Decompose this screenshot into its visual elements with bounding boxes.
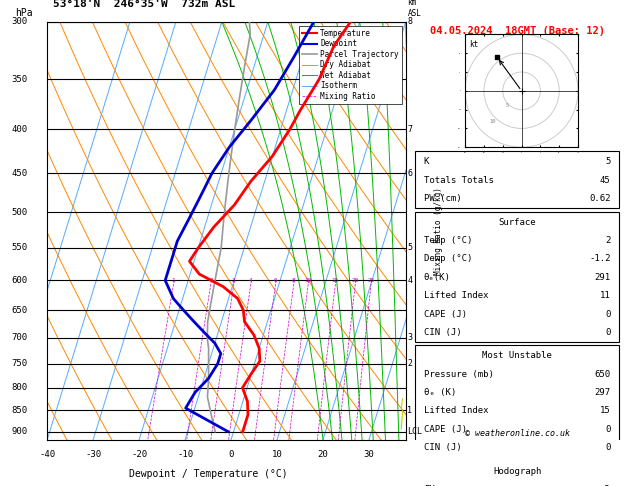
Text: 0: 0 [605,328,611,337]
Text: 25: 25 [367,278,375,283]
Text: 900: 900 [11,427,28,436]
Text: 6: 6 [408,169,413,177]
Text: 7: 7 [408,125,413,134]
Text: Surface: Surface [498,218,536,226]
Text: 20: 20 [352,278,359,283]
Text: km
ASL: km ASL [408,0,421,17]
Text: 15: 15 [600,406,611,416]
Text: Mixing Ratio (g/kg): Mixing Ratio (g/kg) [435,187,443,275]
Text: 45: 45 [600,176,611,185]
Text: 350: 350 [11,75,28,84]
Text: 650: 650 [594,370,611,379]
Text: 400: 400 [11,125,28,134]
Text: -30: -30 [85,450,101,459]
Text: LCL: LCL [408,427,423,436]
Legend: Temperature, Dewpoint, Parcel Trajectory, Dry Adiabat, Wet Adiabat, Isotherm, Mi: Temperature, Dewpoint, Parcel Trajectory… [299,26,402,104]
Text: 4: 4 [408,276,413,285]
Text: θₑ(K): θₑ(K) [424,273,450,282]
Text: 15: 15 [331,278,339,283]
Text: 500: 500 [11,208,28,217]
Bar [415,152,620,208]
Text: 0: 0 [605,443,611,452]
Text: 2: 2 [408,359,413,368]
Text: 600: 600 [11,276,28,285]
Text: 2: 2 [209,278,213,283]
Text: PW (cm): PW (cm) [424,194,462,203]
Text: 0: 0 [605,310,611,318]
Text: 291: 291 [594,273,611,282]
Text: 1: 1 [408,406,413,415]
Text: 11: 11 [600,291,611,300]
Text: 650: 650 [11,306,28,315]
Text: 550: 550 [11,243,28,252]
Text: -40: -40 [39,450,55,459]
Text: 5: 5 [408,243,413,252]
Text: 04.05.2024  18GMT (Base: 12): 04.05.2024 18GMT (Base: 12) [430,26,604,36]
Text: CAPE (J): CAPE (J) [424,310,467,318]
Text: 3: 3 [408,333,413,343]
Text: -20: -20 [131,450,147,459]
Text: 4: 4 [249,278,253,283]
Text: -10: -10 [177,450,193,459]
Text: © weatheronline.co.uk: © weatheronline.co.uk [465,429,570,438]
Bar [415,346,620,457]
Text: 800: 800 [11,383,28,392]
Text: 53°18'N  246°35'W  732m ASL: 53°18'N 246°35'W 732m ASL [53,0,235,9]
Text: 8: 8 [408,17,413,26]
Text: Pressure (mb): Pressure (mb) [424,370,494,379]
Bar [415,211,620,342]
Text: θₑ (K): θₑ (K) [424,388,456,397]
Text: 300: 300 [11,17,28,26]
Text: Dewpoint / Temperature (°C): Dewpoint / Temperature (°C) [129,469,288,479]
Text: Temp (°C): Temp (°C) [424,236,472,245]
Text: 0: 0 [228,450,234,459]
Text: -2: -2 [600,485,611,486]
Text: EH: EH [424,485,435,486]
Text: 8: 8 [292,278,296,283]
Text: CIN (J): CIN (J) [424,328,462,337]
Text: Dewp (°C): Dewp (°C) [424,254,472,263]
Text: Totals Totals: Totals Totals [424,176,494,185]
Text: -1.2: -1.2 [589,254,611,263]
Text: 2: 2 [605,236,611,245]
Text: Lifted Index: Lifted Index [424,291,488,300]
Text: 3: 3 [232,278,236,283]
Text: hPa: hPa [15,8,33,17]
Text: 20: 20 [318,450,328,459]
Text: 850: 850 [11,406,28,415]
Bar [415,461,620,486]
Text: 0.62: 0.62 [589,194,611,203]
Text: 10: 10 [272,450,282,459]
Text: 750: 750 [11,359,28,368]
Text: CAPE (J): CAPE (J) [424,425,467,434]
Text: 10: 10 [304,278,312,283]
Text: 450: 450 [11,169,28,177]
Text: 700: 700 [11,333,28,343]
Text: 1: 1 [172,278,175,283]
Text: 5: 5 [605,157,611,166]
Text: Lifted Index: Lifted Index [424,406,488,416]
Text: 6: 6 [274,278,277,283]
Text: 30: 30 [364,450,374,459]
Text: Most Unstable: Most Unstable [482,351,552,360]
Text: Hodograph: Hodograph [493,467,542,476]
Text: 297: 297 [594,388,611,397]
Text: 0: 0 [605,425,611,434]
Text: CIN (J): CIN (J) [424,443,462,452]
Text: K: K [424,157,429,166]
